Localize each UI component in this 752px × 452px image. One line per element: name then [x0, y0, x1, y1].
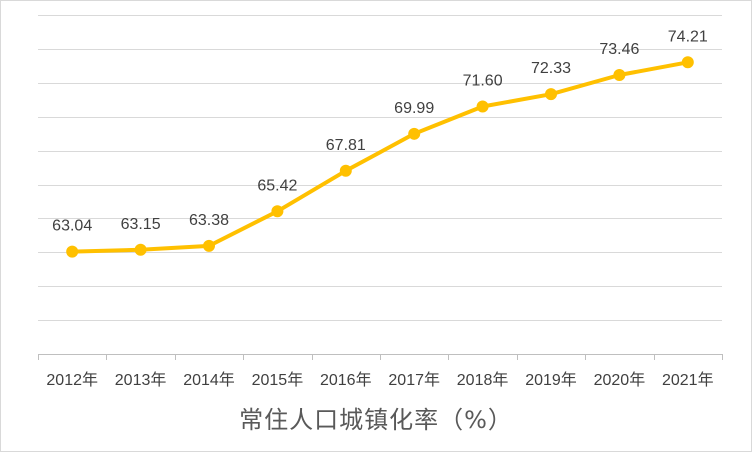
- data-labels: 63.04 63.15 63.38 65.42 67.81 69.99 71.60 72.33…: [52, 28, 708, 234]
- x-tick-label: 2012年: [46, 371, 98, 389]
- x-tick-label: 2020年: [594, 371, 646, 389]
- data-label: 63.04: [52, 218, 92, 235]
- x-axis: [38, 354, 723, 360]
- data-label: 73.46: [599, 41, 639, 58]
- data-point: [476, 100, 489, 113]
- x-tick-label: 2013年: [115, 371, 167, 389]
- x-tick-label: 2016年: [320, 371, 372, 389]
- data-label: 72.33: [531, 60, 571, 77]
- series-line: [70, 60, 690, 254]
- data-point: [613, 69, 626, 82]
- x-tick-labels: 2012年 2013年 2014年 2015年 2016年 2017年 2018年 2019年…: [46, 371, 713, 389]
- data-point: [545, 88, 557, 101]
- data-label: 67.81: [326, 137, 366, 154]
- series-line-group: [66, 56, 694, 258]
- gridlines: [38, 15, 722, 321]
- data-point: [271, 205, 284, 218]
- data-label: 69.99: [394, 100, 434, 117]
- x-tick-label: 2018年: [457, 371, 509, 389]
- data-point: [66, 245, 79, 258]
- x-tick-label: 2014年: [183, 371, 235, 389]
- data-point: [203, 239, 215, 252]
- x-tick-label: 2017年: [388, 371, 440, 389]
- data-label: 65.42: [257, 177, 297, 194]
- data-point: [134, 243, 147, 256]
- data-label: 63.38: [189, 212, 229, 229]
- x-tick-label: 2019年: [525, 371, 577, 389]
- data-point: [681, 56, 694, 69]
- data-label: 63.15: [121, 216, 161, 233]
- data-point: [408, 127, 421, 140]
- x-tick-label: 2015年: [252, 371, 304, 389]
- x-axis-title: 常住人口城镇化率（%）: [239, 406, 513, 434]
- data-label: 74.21: [668, 28, 708, 45]
- data-point: [339, 164, 352, 177]
- data-label: 71.60: [463, 73, 503, 90]
- x-tick-label: 2021年: [662, 371, 714, 389]
